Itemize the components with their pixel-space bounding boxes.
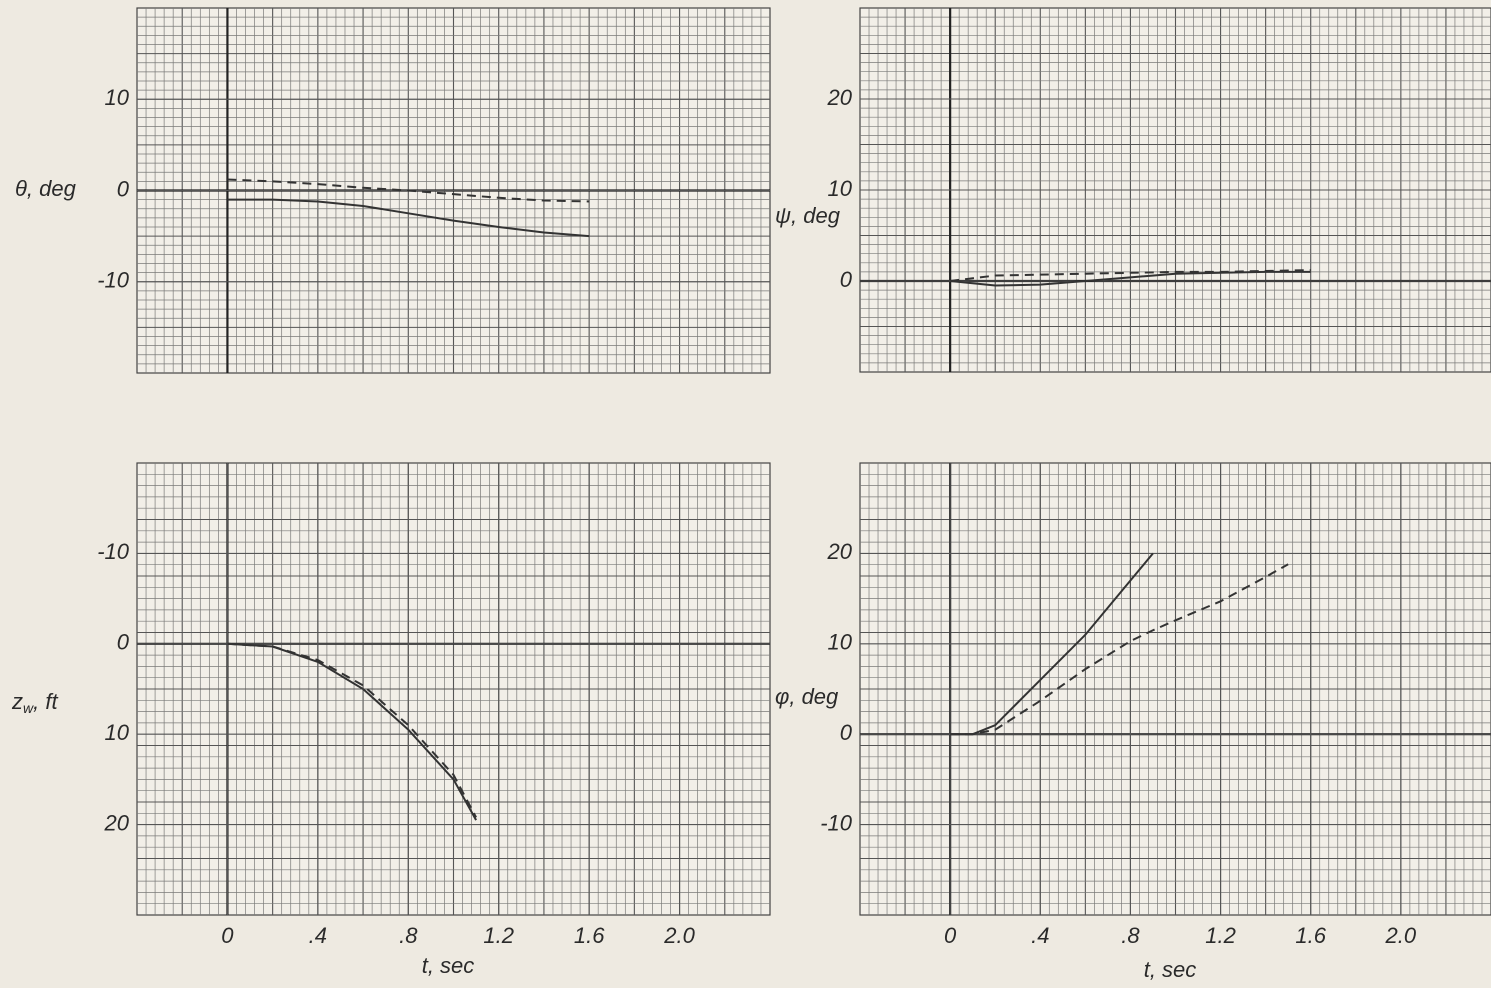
y-axis-label-main: z — [11, 689, 23, 714]
y-tick-label: -10 — [97, 268, 130, 293]
y-axis-label-unit: , ft — [33, 689, 58, 714]
data-line — [950, 269, 1311, 282]
x-tick-label: 1.6 — [574, 923, 605, 948]
x-tick-label: 2.0 — [663, 923, 695, 948]
y-axis-label: ψ, deg — [775, 203, 841, 228]
data-line — [227, 178, 590, 203]
y-tick-label: 10 — [828, 176, 853, 201]
x-tick-label: 1.2 — [1205, 923, 1236, 948]
y-tick-label: 10 — [105, 720, 130, 745]
data-line — [227, 198, 590, 238]
x-tick-label: .8 — [399, 923, 418, 948]
y-tick-label: 20 — [827, 539, 853, 564]
y-tick-label: 0 — [117, 176, 130, 201]
x-axis-label: t, sec — [422, 953, 475, 978]
x-tick-label: .4 — [309, 923, 327, 948]
y-tick-label: 10 — [105, 85, 130, 110]
y-tick-label: 0 — [117, 630, 130, 655]
x-tick-label: 0 — [944, 923, 957, 948]
x-tick-label: .4 — [1031, 923, 1049, 948]
y-tick-label: 20 — [104, 810, 130, 835]
x-tick-label: 1.6 — [1295, 923, 1326, 948]
data-line — [227, 642, 477, 818]
y-tick-label: 10 — [828, 630, 853, 655]
x-tick-label: 1.2 — [483, 923, 514, 948]
y-tick-label: 20 — [827, 85, 853, 110]
x-axis-label: t, sec — [1144, 957, 1197, 982]
y-axis-label: θ, deg — [15, 176, 77, 201]
data-line — [950, 563, 1289, 736]
y-tick-label: -10 — [820, 810, 853, 835]
y-axis-label: φ, deg — [775, 684, 839, 709]
x-tick-label: 0 — [221, 923, 234, 948]
x-tick-label: 2.0 — [1385, 923, 1417, 948]
y-tick-label: 0 — [840, 267, 853, 292]
y-tick-label: -10 — [97, 539, 130, 564]
y-axis-label: zw, ft — [11, 689, 58, 716]
x-tick-label: .8 — [1121, 923, 1140, 948]
y-tick-label: 0 — [840, 720, 853, 745]
y-axis-label-sub: w — [23, 700, 34, 716]
